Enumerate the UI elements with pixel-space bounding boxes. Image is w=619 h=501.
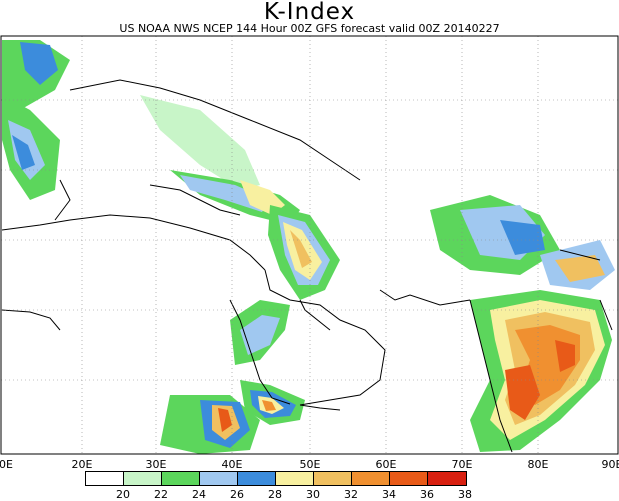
legend-swatch (238, 472, 276, 485)
k-index-area (555, 255, 605, 282)
chart-subtitle: US NOAA NWS NCEP 144 Hour 00Z GFS foreca… (119, 22, 500, 35)
k-index-area (20, 42, 58, 85)
legend-swatch (162, 472, 200, 485)
longitude-label: 90E (601, 458, 619, 471)
legend-label: 20 (116, 488, 130, 501)
chart-title: K-Index (263, 0, 356, 25)
legend-label: 28 (268, 488, 282, 501)
k-index-area (240, 315, 280, 355)
coastline (299, 404, 341, 411)
legend-label: 30 (306, 488, 320, 501)
legend-label: 24 (192, 488, 206, 501)
coastline (1, 214, 266, 271)
k-index-area (140, 95, 260, 190)
coastline (1, 309, 61, 331)
coastline (599, 299, 613, 331)
coastline (149, 184, 241, 216)
longitude-label: 20E (71, 458, 93, 471)
legend-label: 34 (382, 488, 396, 501)
k-index-area (12, 135, 35, 170)
coastline (229, 299, 291, 405)
legend-swatch (352, 472, 390, 485)
legend-label: 22 (154, 488, 168, 501)
map-frame (0, 35, 619, 455)
color-legend (85, 471, 467, 486)
legend-swatch (314, 472, 352, 485)
k-index-area (218, 408, 232, 432)
longitude-label: 0E (0, 458, 13, 471)
legend-swatch (428, 472, 466, 485)
legend-swatch (200, 472, 238, 485)
longitude-label: 40E (221, 458, 243, 471)
legend-swatch (86, 472, 124, 485)
coastline (379, 289, 471, 306)
longitude-label: 60E (375, 458, 397, 471)
longitude-label: 80E (527, 458, 549, 471)
longitude-label: 70E (451, 458, 473, 471)
k-index-area (262, 400, 276, 411)
legend-label: 26 (230, 488, 244, 501)
k-index-field (2, 40, 615, 454)
coastline (559, 249, 601, 261)
k-index-area (555, 340, 575, 372)
legend-label: 36 (420, 488, 434, 501)
coastline (54, 179, 71, 221)
k-index-area (290, 230, 312, 268)
k-index-area (505, 365, 540, 420)
legend-label: 38 (458, 488, 472, 501)
coastline (69, 79, 361, 181)
longitude-label: 50E (299, 458, 321, 471)
coastlines (1, 79, 613, 453)
k-index-area (500, 220, 545, 255)
longitude-label: 30E (145, 458, 167, 471)
legend-swatch (276, 472, 314, 485)
coastline (264, 269, 386, 406)
grid-lines (1, 36, 618, 454)
legend-label: 32 (344, 488, 358, 501)
legend-swatch (390, 472, 428, 485)
legend-swatch (124, 472, 162, 485)
k-index-area (180, 175, 270, 212)
